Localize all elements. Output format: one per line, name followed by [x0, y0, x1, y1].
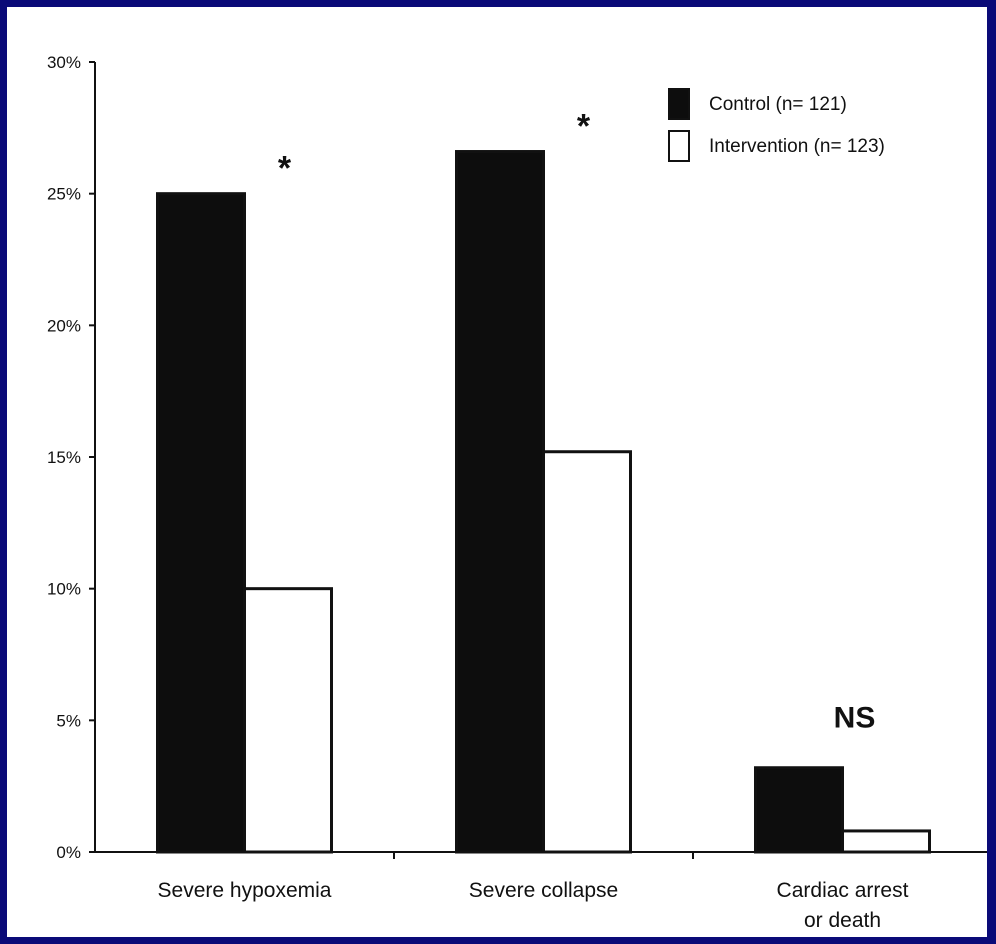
- bar-intervention: [243, 587, 333, 854]
- x-category-label: or death: [804, 909, 881, 932]
- significance-marker: *: [278, 150, 292, 188]
- bar-intervention: [542, 450, 632, 854]
- legend-swatch: [668, 130, 690, 162]
- significance-marker: *: [577, 108, 591, 146]
- x-category-label: Severe hypoxemia: [158, 879, 332, 902]
- chart-frame: 0% 5% 10% 15% 20% 25% 30% Severe hypoxemia * Seve…: [7, 7, 987, 937]
- x-category-label: Severe collapse: [469, 879, 618, 902]
- x-category-label: Cardiac arrest: [777, 879, 909, 902]
- y-tick-label: 15%: [47, 448, 81, 467]
- y-tick-label: 25%: [47, 185, 81, 204]
- bar-control: [455, 150, 545, 854]
- legend-label: Intervention (n= 123): [709, 136, 885, 157]
- legend-label: Control (n= 121): [709, 94, 847, 115]
- bar-chart: 0% 5% 10% 15% 20% 25% 30% Severe hypoxemia * Seve…: [47, 53, 987, 932]
- legend-swatch: [668, 88, 690, 120]
- bar-intervention: [841, 829, 931, 854]
- bar-control: [156, 192, 246, 854]
- significance-marker: NS: [834, 702, 876, 735]
- y-tick-label: 10%: [47, 580, 81, 599]
- bar-control: [754, 766, 844, 854]
- y-tick-label: 30%: [47, 53, 81, 72]
- y-tick-label: 0%: [56, 843, 81, 862]
- y-tick-label: 20%: [47, 316, 81, 335]
- y-tick-label: 5%: [56, 711, 81, 730]
